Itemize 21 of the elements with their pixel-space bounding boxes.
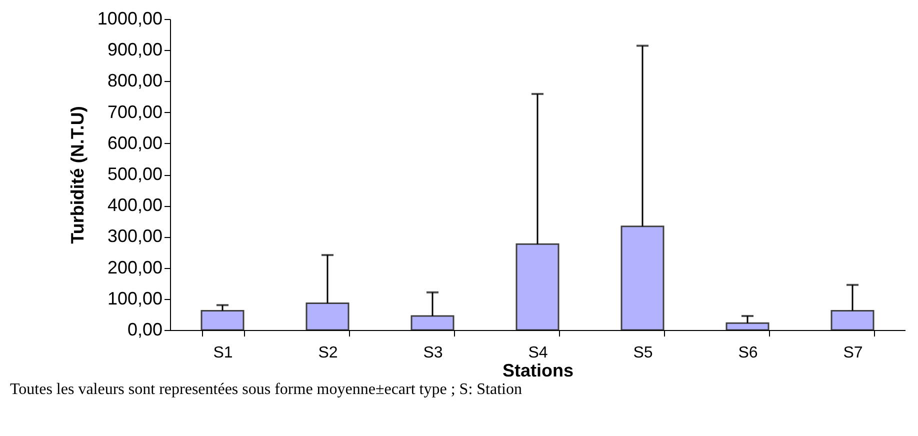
- x-tick-label: S6: [738, 344, 758, 362]
- x-axis-title: Stations: [502, 360, 574, 380]
- y-tick-label: 600,00: [107, 132, 162, 153]
- y-tick-label: 800,00: [107, 70, 162, 91]
- text: Toutes les valeurs sont representées sous forme moyenne±ecart type ; S: Station: [10, 381, 522, 398]
- y-tick-label: 700,00: [107, 102, 162, 122]
- y-tick-label: 200,00: [107, 257, 162, 278]
- y-tick-label: 300,00: [107, 226, 162, 246]
- x-tick-label: S7: [843, 344, 863, 362]
- y-tick-label: 100,00: [107, 288, 162, 308]
- x-tick-label: S3: [423, 344, 443, 362]
- x-tick-label: S1: [213, 344, 233, 362]
- x-tick-label: S2: [318, 344, 338, 362]
- y-tick-label: 0,00: [127, 320, 162, 340]
- x-tick-label: S5: [633, 344, 653, 362]
- y-tick-label: 400,00: [107, 195, 162, 216]
- y-tick-label: 900,00: [107, 40, 162, 60]
- y-tick-label: 1000,00: [97, 8, 162, 28]
- y-axis-title: Turbidité (N.T.U): [67, 106, 88, 244]
- y-tick-label: 500,00: [107, 164, 162, 184]
- x-tick-label: S4: [528, 344, 548, 362]
